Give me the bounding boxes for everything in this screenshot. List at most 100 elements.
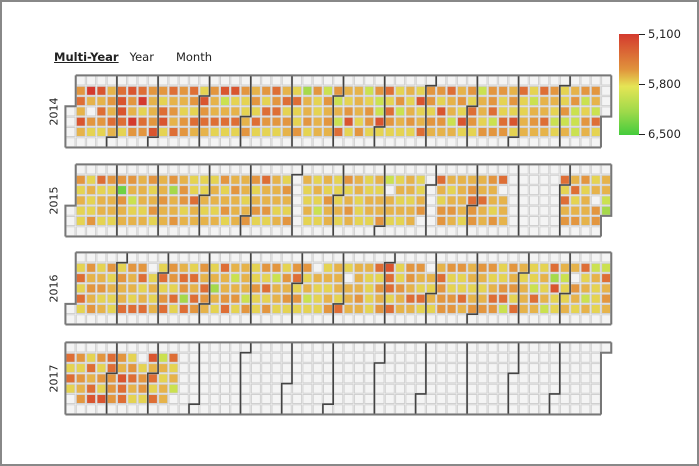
day-cell[interactable] [75, 383, 86, 394]
day-cell[interactable] [343, 195, 354, 206]
day-cell[interactable] [436, 394, 447, 404]
day-cell[interactable] [147, 164, 158, 175]
day-cell[interactable] [374, 262, 385, 273]
day-cell[interactable] [281, 205, 292, 216]
day-cell[interactable] [220, 85, 230, 96]
day-cell[interactable] [384, 262, 395, 273]
day-cell[interactable] [508, 363, 519, 374]
day-cell[interactable] [178, 205, 189, 216]
day-cell[interactable] [559, 404, 570, 415]
day-cell[interactable] [312, 116, 323, 127]
day-cell[interactable] [168, 174, 179, 185]
day-cell[interactable] [436, 342, 447, 353]
day-cell[interactable] [75, 185, 86, 196]
day-cell[interactable] [415, 137, 426, 148]
day-cell[interactable] [446, 164, 457, 175]
day-cell[interactable] [261, 363, 272, 374]
day-cell[interactable] [384, 304, 395, 314]
day-cell[interactable] [199, 205, 210, 216]
day-cell[interactable] [446, 404, 457, 415]
day-cell[interactable] [343, 342, 354, 353]
day-cell[interactable] [271, 394, 282, 404]
day-cell[interactable] [395, 352, 406, 363]
day-cell[interactable] [374, 174, 385, 185]
day-cell[interactable] [281, 262, 292, 273]
day-cell[interactable] [467, 252, 478, 263]
day-cell[interactable] [147, 127, 158, 137]
day-cell[interactable] [518, 216, 529, 226]
day-cell[interactable] [456, 262, 467, 273]
day-cell[interactable] [436, 116, 447, 127]
day-cell[interactable] [75, 293, 86, 304]
day-cell[interactable] [292, 314, 303, 325]
day-cell[interactable] [508, 394, 519, 404]
day-cell[interactable] [240, 195, 251, 206]
day-cell[interactable] [261, 127, 272, 137]
day-cell[interactable] [353, 216, 364, 226]
day-cell[interactable] [240, 185, 251, 196]
day-cell[interactable] [209, 137, 220, 148]
day-cell[interactable] [529, 394, 539, 404]
day-cell[interactable] [456, 216, 467, 226]
day-cell[interactable] [436, 85, 447, 96]
day-cell[interactable] [250, 273, 261, 284]
day-cell[interactable] [477, 304, 488, 314]
day-cell[interactable] [570, 75, 581, 86]
day-cell[interactable] [158, 342, 169, 353]
day-cell[interactable] [395, 273, 406, 284]
day-cell[interactable] [158, 314, 169, 325]
day-cell[interactable] [467, 342, 478, 353]
day-cell[interactable] [199, 304, 210, 314]
day-cell[interactable] [199, 137, 210, 148]
day-cell[interactable] [601, 283, 612, 294]
day-cell[interactable] [199, 404, 210, 415]
day-cell[interactable] [405, 85, 416, 96]
day-cell[interactable] [446, 185, 457, 196]
day-cell[interactable] [86, 342, 97, 353]
day-cell[interactable] [137, 283, 148, 294]
day-cell[interactable] [456, 116, 467, 127]
day-cell[interactable] [127, 205, 138, 216]
day-cell[interactable] [364, 283, 375, 294]
day-cell[interactable] [374, 106, 385, 117]
day-cell[interactable] [426, 293, 436, 304]
day-cell[interactable] [405, 352, 416, 363]
day-cell[interactable] [86, 75, 97, 86]
day-cell[interactable] [323, 363, 333, 374]
day-cell[interactable] [477, 96, 488, 107]
day-cell[interactable] [395, 283, 406, 294]
day-cell[interactable] [271, 164, 282, 175]
day-cell[interactable] [302, 314, 313, 325]
day-cell[interactable] [456, 293, 467, 304]
day-cell[interactable] [374, 283, 385, 294]
day-cell[interactable] [96, 205, 107, 216]
day-cell[interactable] [209, 185, 220, 196]
day-cell[interactable] [127, 216, 138, 226]
day-cell[interactable] [487, 116, 498, 127]
day-cell[interactable] [189, 314, 200, 325]
day-cell[interactable] [559, 394, 570, 404]
day-cell[interactable] [302, 195, 313, 206]
day-cell[interactable] [158, 226, 169, 237]
day-cell[interactable] [539, 85, 550, 96]
day-cell[interactable] [333, 352, 344, 363]
day-cell[interactable] [271, 75, 282, 86]
day-cell[interactable] [364, 85, 375, 96]
day-cell[interactable] [292, 394, 303, 404]
day-cell[interactable] [117, 283, 127, 294]
day-cell[interactable] [467, 216, 478, 226]
day-cell[interactable] [147, 96, 158, 107]
day-cell[interactable] [199, 342, 210, 353]
day-cell[interactable] [147, 404, 158, 415]
day-cell[interactable] [549, 342, 560, 353]
day-cell[interactable] [364, 116, 375, 127]
day-cell[interactable] [395, 195, 406, 206]
day-cell[interactable] [65, 127, 76, 137]
day-cell[interactable] [75, 137, 86, 148]
day-cell[interactable] [405, 304, 416, 314]
day-cell[interactable] [539, 262, 550, 273]
day-cell[interactable] [209, 314, 220, 325]
day-cell[interactable] [487, 314, 498, 325]
day-cell[interactable] [271, 185, 282, 196]
day-cell[interactable] [436, 106, 447, 117]
